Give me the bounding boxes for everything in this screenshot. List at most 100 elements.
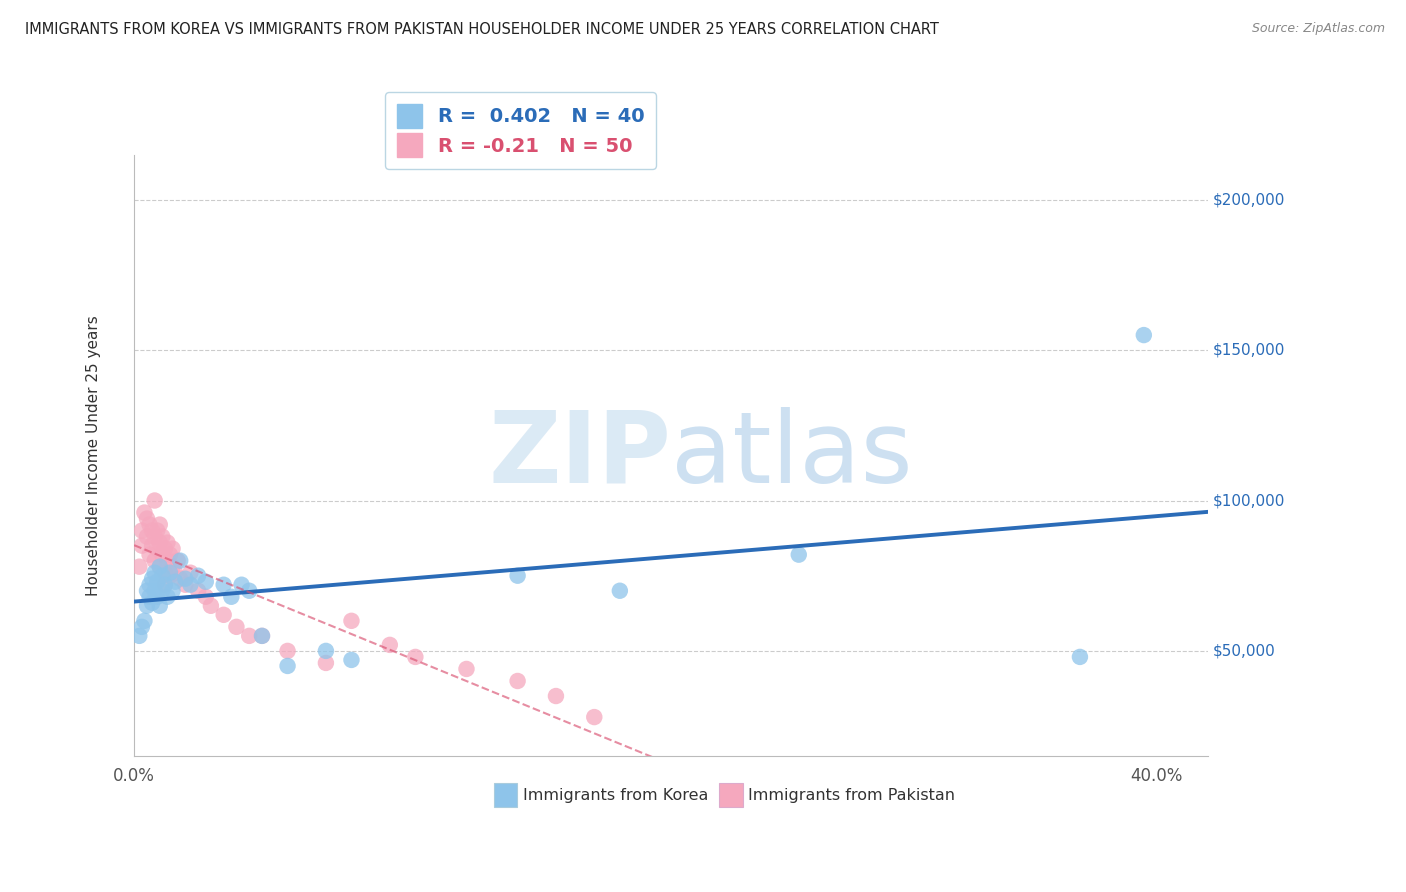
Point [141, 524, 163, 538]
Point [609, 583, 631, 598]
Point [194, 574, 217, 589]
Point [131, 524, 153, 538]
Point [134, 506, 156, 520]
Point [136, 511, 159, 525]
Legend: R =  0.402   N = 40, R = -0.21   N = 50: R = 0.402 N = 40, R = -0.21 N = 50 [385, 92, 657, 169]
Point [159, 566, 181, 580]
Point [150, 568, 173, 582]
Point [146, 574, 169, 589]
Point [194, 590, 217, 604]
Point [141, 596, 163, 610]
Point [277, 659, 299, 673]
Point [378, 638, 401, 652]
Point [583, 710, 606, 724]
Point [1133, 328, 1156, 343]
Point [404, 649, 426, 664]
Text: $150,000: $150,000 [1213, 343, 1285, 358]
Point [187, 583, 209, 598]
Point [149, 559, 172, 574]
Text: IMMIGRANTS FROM KOREA VS IMMIGRANTS FROM PAKISTAN HOUSEHOLDER INCOME UNDER 25 YE: IMMIGRANTS FROM KOREA VS IMMIGRANTS FROM… [25, 22, 939, 37]
Point [250, 629, 273, 643]
Point [156, 590, 179, 604]
Point [787, 548, 810, 562]
Point [174, 572, 197, 586]
Point [143, 530, 166, 544]
Point [212, 607, 235, 622]
Point [143, 554, 166, 568]
Point [179, 566, 201, 580]
Point [141, 572, 163, 586]
Point [315, 644, 337, 658]
Point [143, 583, 166, 598]
Point [153, 578, 176, 592]
Point [212, 578, 235, 592]
Point [146, 524, 169, 538]
Point [156, 554, 179, 568]
Text: Immigrants from Korea: Immigrants from Korea [523, 788, 709, 803]
Point [153, 541, 176, 556]
Point [506, 568, 529, 582]
Point [128, 559, 150, 574]
Point [141, 539, 163, 553]
Point [153, 566, 176, 580]
Point [156, 535, 179, 549]
Point [159, 548, 181, 562]
Point [340, 614, 363, 628]
Point [138, 548, 160, 562]
Point [162, 559, 184, 574]
Point [179, 578, 201, 592]
Point [238, 583, 260, 598]
Point [146, 590, 169, 604]
Point [506, 673, 529, 688]
Point [138, 578, 160, 592]
Point [169, 572, 191, 586]
Point [149, 559, 172, 574]
Point [169, 554, 191, 568]
Point [143, 566, 166, 580]
Point [149, 517, 172, 532]
Point [150, 548, 173, 562]
Point [200, 599, 222, 613]
Text: Householder Income Under 25 years: Householder Income Under 25 years [86, 315, 101, 596]
Point [187, 568, 209, 582]
Point [250, 629, 273, 643]
Point [277, 644, 299, 658]
Point [174, 578, 197, 592]
Text: ZIP: ZIP [488, 407, 671, 504]
Text: Source: ZipAtlas.com: Source: ZipAtlas.com [1251, 22, 1385, 36]
Point [1069, 649, 1091, 664]
Point [315, 656, 337, 670]
Point [150, 583, 173, 598]
Point [128, 629, 150, 643]
Point [150, 530, 173, 544]
Point [136, 530, 159, 544]
Point [136, 583, 159, 598]
Point [165, 566, 187, 580]
Point [146, 541, 169, 556]
FancyBboxPatch shape [494, 783, 517, 807]
Point [149, 535, 172, 549]
Point [159, 568, 181, 582]
Point [131, 620, 153, 634]
Text: Immigrants from Pakistan: Immigrants from Pakistan [748, 788, 955, 803]
Point [544, 689, 567, 703]
Point [166, 554, 188, 568]
Point [162, 541, 184, 556]
Point [340, 653, 363, 667]
Point [136, 599, 159, 613]
Text: $200,000: $200,000 [1213, 192, 1285, 207]
Point [225, 620, 247, 634]
FancyBboxPatch shape [720, 783, 742, 807]
Point [149, 599, 172, 613]
Text: $50,000: $50,000 [1213, 643, 1275, 658]
Point [143, 493, 166, 508]
Point [162, 583, 184, 598]
Point [221, 590, 243, 604]
Point [138, 590, 160, 604]
Point [165, 574, 187, 589]
Point [456, 662, 478, 676]
Point [231, 578, 253, 592]
Point [134, 614, 156, 628]
Point [138, 517, 160, 532]
Point [153, 578, 176, 592]
